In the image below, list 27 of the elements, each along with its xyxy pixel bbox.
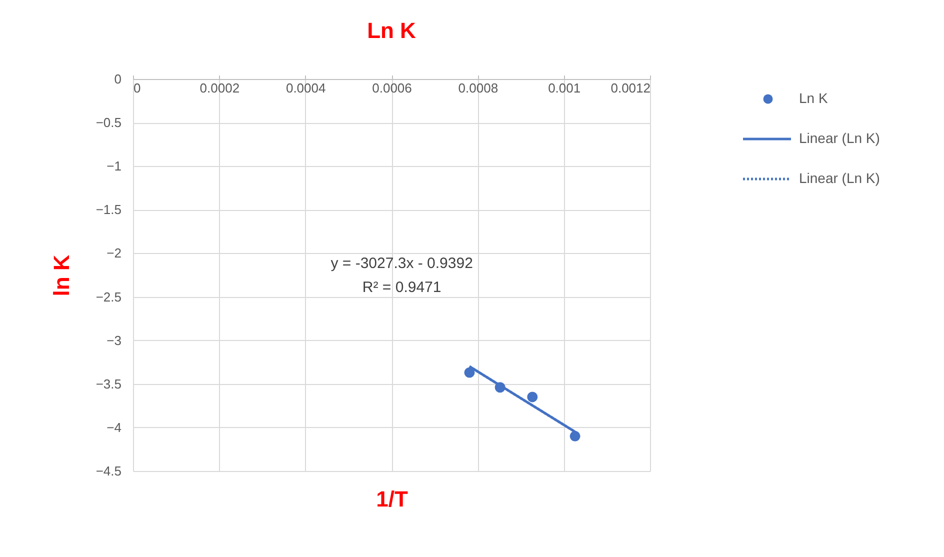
- x-tick-label: 0.0002: [200, 80, 240, 96]
- y-tick-label: −1: [106, 158, 122, 174]
- y-tick-label: −4: [106, 420, 122, 435]
- annotation: R² = 0.9471: [362, 279, 442, 296]
- y-tick-label: −0.5: [96, 115, 122, 130]
- y-tick-label: −1.5: [96, 202, 122, 218]
- point: [527, 392, 538, 402]
- legend-label: Linear (Ln K): [799, 130, 880, 146]
- y-axis-title: ln K: [48, 254, 74, 296]
- x-tick-label: 0.0012: [610, 80, 650, 96]
- x-axis-title: 1/T: [376, 486, 408, 512]
- x-tick-label: 0.0006: [372, 80, 412, 96]
- x-tick-label: 0: [134, 80, 141, 96]
- point: [464, 367, 475, 378]
- y-tick-label: −4.5: [96, 464, 122, 478]
- y-tick-label: −3.5: [96, 376, 122, 392]
- annotation: y = -3027.3x - 0.9392: [330, 255, 473, 272]
- point: [570, 430, 580, 442]
- legend-label: Linear (Ln K): [799, 170, 880, 186]
- y-tick-label: −2: [106, 246, 122, 261]
- x-tick-label: 0.001: [548, 80, 581, 96]
- x-tick-label: 0.0008: [458, 80, 498, 96]
- y-tick-label: −2.5: [96, 289, 122, 304]
- y-tick-label: −3: [106, 332, 122, 348]
- chart-title: Ln K: [367, 18, 416, 43]
- x-tick-label: 0.0004: [286, 80, 326, 96]
- legend-label: Ln K: [799, 90, 828, 106]
